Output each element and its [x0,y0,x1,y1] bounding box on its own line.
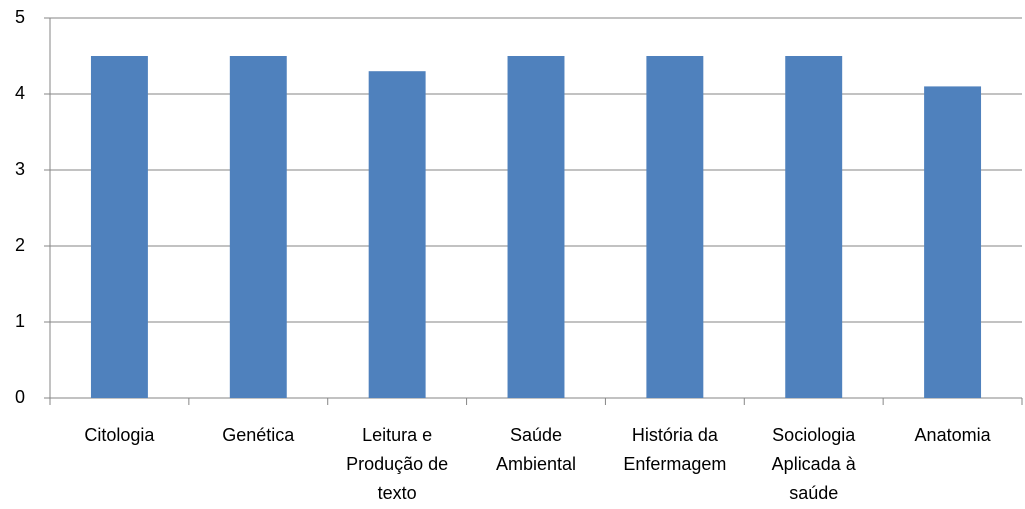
y-tick-label: 5 [15,7,25,27]
y-tick-label: 4 [15,83,25,103]
x-tick-label: Enfermagem [623,454,726,474]
y-tick-label: 0 [15,387,25,407]
x-tick-label: Leitura e [362,425,432,445]
x-tick-label: saúde [789,483,838,503]
bar [368,71,426,398]
bar [646,56,704,398]
x-tick-label: Anatomia [915,425,992,445]
bar [507,56,565,398]
x-tick-label: História da [632,425,719,445]
x-tick-label: texto [378,483,417,503]
x-tick-label: Aplicada à [772,454,857,474]
y-tick-label: 1 [15,311,25,331]
bar [924,86,982,399]
x-tick-label: Citologia [84,425,155,445]
bar [229,56,287,398]
x-tick-label: Sociologia [772,425,856,445]
x-tick-label: Ambiental [496,454,576,474]
x-tick-label: Produção de [346,454,448,474]
bar [785,56,843,398]
x-tick-label: Saúde [510,425,562,445]
y-tick-label: 3 [15,159,25,179]
bar [90,56,148,398]
y-tick-label: 2 [15,235,25,255]
x-tick-label: Genética [222,425,295,445]
